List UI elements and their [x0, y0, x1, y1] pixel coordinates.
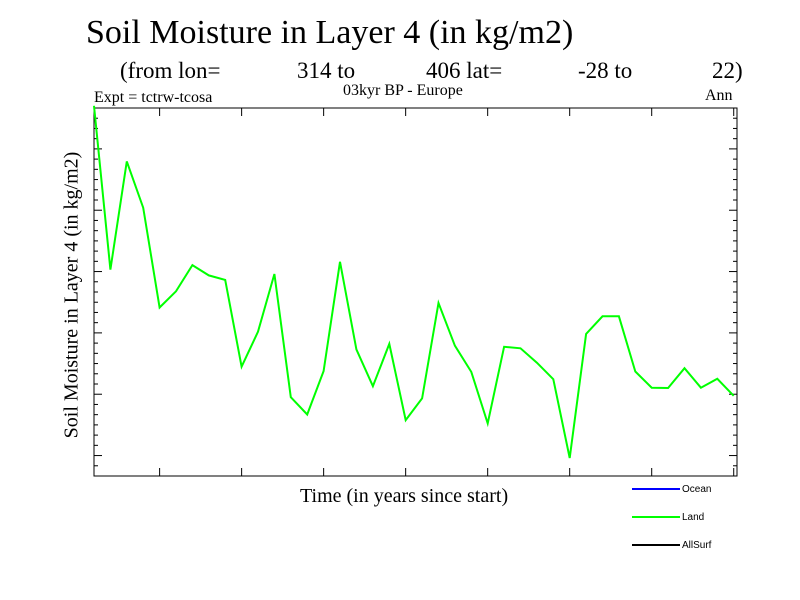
legend-ocean-label: Ocean [682, 484, 712, 495]
plot-frame [93, 107, 738, 477]
series-lines [93, 105, 735, 459]
subtitle-lon-label: (from lon= [120, 58, 221, 83]
legend-land-line [632, 516, 680, 518]
legend-allsurf-label: AllSurf [682, 540, 712, 551]
axis-ticks [94, 108, 737, 476]
subtitle-end: 22) [712, 58, 743, 83]
y-axis-label: Soil Moisture in Layer 4 (in kg/m2) [60, 151, 83, 439]
chart-title: Soil Moisture in Layer 4 (in kg/m2) [86, 14, 574, 51]
x-axis-label: Time (in years since start) [300, 485, 509, 507]
legend-land-label: Land [682, 512, 705, 523]
period-label: 03kyr BP - Europe [343, 82, 463, 99]
legend-allsurf-line [632, 544, 680, 546]
series-line-land [93, 105, 735, 459]
subtitle-lon-range: 314 to [297, 58, 356, 83]
legend-ocean-line [632, 488, 680, 490]
subtitle-lat-label: 406 lat= [426, 58, 503, 83]
subtitle-lat-range: -28 to [578, 58, 633, 83]
season-label: Ann [705, 87, 733, 104]
experiment-label: Expt = tctrw-tcosa [94, 89, 213, 106]
